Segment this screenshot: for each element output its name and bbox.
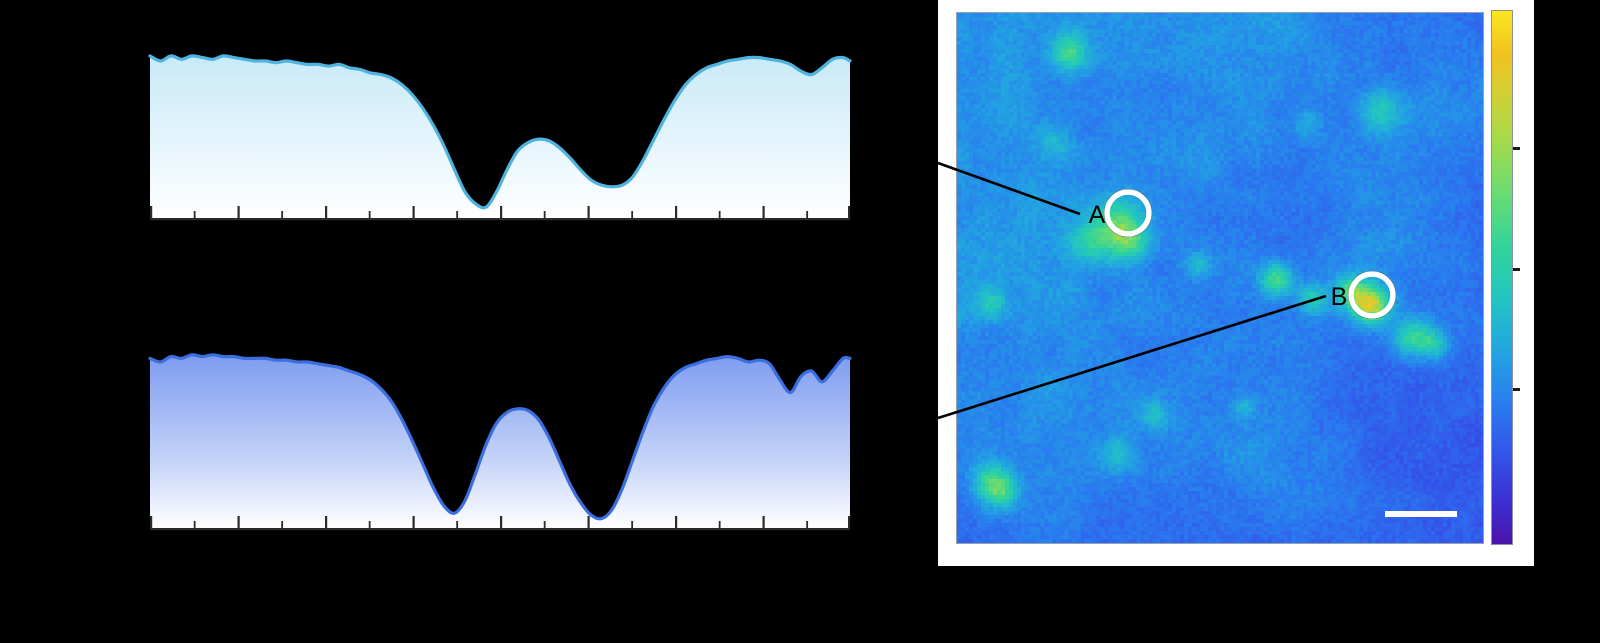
hyperspectral-image-panel — [938, 0, 1534, 566]
spectrum-bottom-line — [148, 353, 852, 521]
colorbar-tick-3 — [1513, 388, 1520, 391]
colorbar-tick-1 — [1513, 147, 1520, 150]
spectrum-top-xaxis — [150, 206, 851, 221]
spectrum-bottom-xaxis — [150, 516, 851, 531]
spectrum-bottom-svg — [148, 353, 852, 531]
colorbar-tick-2 — [1513, 268, 1520, 271]
spectrum-bottom-area — [150, 354, 850, 528]
heatmap-frame[interactable] — [956, 12, 1484, 544]
heatmap-canvas[interactable] — [957, 13, 1483, 543]
colorbar-container — [1491, 10, 1520, 545]
spectrum-top-line — [148, 54, 852, 210]
spectrum-chart-bottom — [148, 340, 852, 540]
spectrum-top-area — [150, 55, 850, 218]
spectrum-chart-top — [148, 40, 852, 230]
colorbar-gradient[interactable] — [1491, 10, 1513, 545]
spectrum-top-svg — [148, 54, 852, 221]
